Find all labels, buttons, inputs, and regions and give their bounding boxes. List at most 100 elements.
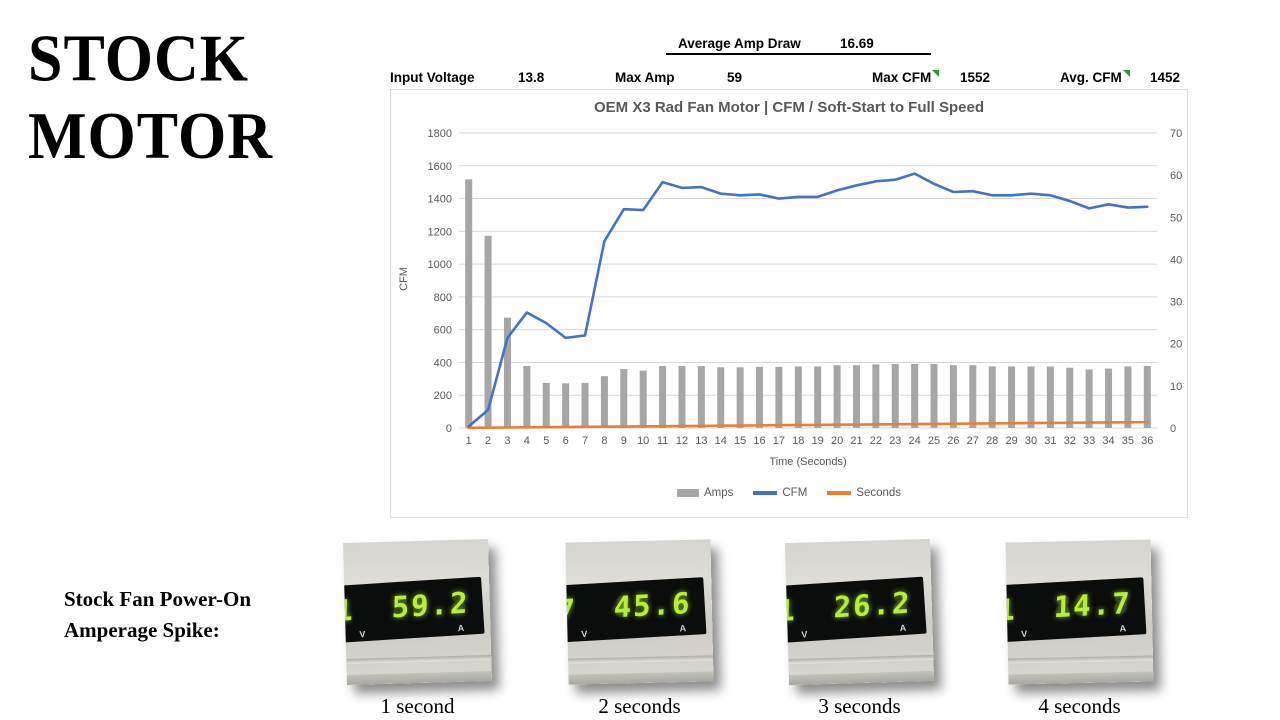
meter-display: 1 88.8 59.2 V A <box>343 576 485 643</box>
svg-text:35: 35 <box>1122 435 1134 447</box>
combo-chart: 0 200 400 600 800 1000 1200 1400 1600 1800 0 10 20 30… <box>428 128 1183 447</box>
amps-bar-swatch-icon <box>676 489 699 497</box>
chart-title: OEM X3 Rad Fan Motor | CFM / Soft-Start … <box>593 99 985 116</box>
svg-text:24: 24 <box>909 435 921 447</box>
page-title-line1: STOCK <box>28 22 249 96</box>
meter-photo-1-second: 1 88.8 59.2 V A 1 second <box>343 539 492 719</box>
svg-text:36: 36 <box>1141 435 1153 447</box>
svg-text:10: 10 <box>1170 381 1182 393</box>
svg-text:10: 10 <box>637 435 649 447</box>
volts-label: V <box>1020 628 1028 640</box>
volts-label: V <box>359 629 366 640</box>
svg-text:30: 30 <box>1025 435 1037 447</box>
chart-legend: Amps CFM Seconds <box>391 487 1187 499</box>
case-groove <box>1007 655 1154 664</box>
power-supply-photo: 7 88.8 45.6 V A <box>565 539 714 685</box>
chart-panel: OEM X3 Rad Fan Motor | CFM / Soft-Start … <box>390 89 1188 518</box>
svg-text:25: 25 <box>928 435 940 447</box>
svg-text:21: 21 <box>850 435 862 447</box>
svg-text:50: 50 <box>1170 212 1182 224</box>
svg-text:13: 13 <box>695 435 707 447</box>
svg-text:70: 70 <box>1170 128 1182 140</box>
seconds-line-swatch-icon <box>827 491 852 495</box>
power-supply-photo: 1 88.8 59.2 V A <box>343 539 492 685</box>
avg-amp-draw-value: 16.69 <box>840 36 874 51</box>
svg-text:31: 31 <box>1044 435 1056 447</box>
meter-display: 1 88.8 26.2 V A <box>784 576 927 643</box>
meter-partial-digit: 1 <box>785 592 796 628</box>
svg-text:1800: 1800 <box>428 128 452 140</box>
photo-caption: 2 seconds <box>598 694 681 718</box>
legend-item-seconds: Seconds <box>827 487 901 499</box>
svg-text:200: 200 <box>434 390 452 402</box>
svg-text:20: 20 <box>1170 339 1182 351</box>
photo-caption: 3 seconds <box>818 694 901 718</box>
meter-reading: 45.6 <box>613 585 693 625</box>
photo-caption: 1 second <box>380 694 455 718</box>
svg-text:22: 22 <box>870 435 882 447</box>
amps-label: A <box>1119 623 1127 634</box>
amps-label: A <box>457 622 465 634</box>
meter-partial-digit: 7 <box>565 592 576 628</box>
meter-partial-digit: 1 <box>1005 592 1016 627</box>
photo-caption: 4 seconds <box>1038 694 1121 718</box>
svg-text:1400: 1400 <box>428 194 452 206</box>
legend-item-amps: Amps <box>676 487 733 499</box>
page-title-line2: MOTOR <box>28 99 273 174</box>
svg-text:6: 6 <box>563 435 569 447</box>
meter-reading: 14.7 <box>1053 585 1133 625</box>
power-supply-photo: 1 88.8 26.2 V A <box>784 538 935 686</box>
svg-text:18: 18 <box>792 435 804 447</box>
svg-text:9: 9 <box>621 435 627 447</box>
svg-text:8: 8 <box>601 435 607 447</box>
meter-reading: 59.2 <box>391 585 471 625</box>
comment-flag-icon <box>932 70 940 77</box>
svg-text:400: 400 <box>434 357 452 369</box>
legend-item-cfm: CFM <box>753 487 807 499</box>
max-amp-label: Max Amp <box>615 70 675 85</box>
svg-text:14: 14 <box>715 435 727 447</box>
svg-text:0: 0 <box>1170 423 1176 435</box>
svg-text:1600: 1600 <box>428 161 452 173</box>
svg-text:60: 60 <box>1170 170 1182 182</box>
y-axis-title: CFM <box>398 267 410 291</box>
svg-text:34: 34 <box>1102 435 1114 447</box>
svg-text:40: 40 <box>1170 254 1182 266</box>
svg-text:23: 23 <box>889 435 901 447</box>
meter-photo-3-seconds: 1 88.8 26.2 V A 3 seconds <box>784 538 935 719</box>
svg-text:20: 20 <box>831 435 843 447</box>
svg-text:5: 5 <box>543 435 549 447</box>
svg-text:0: 0 <box>446 423 452 435</box>
cfm-line-swatch-icon <box>753 491 778 495</box>
svg-text:33: 33 <box>1083 435 1095 447</box>
meter-display: 7 88.8 45.6 V A <box>565 577 707 643</box>
case-groove <box>568 655 714 664</box>
case-edge <box>346 670 492 685</box>
input-voltage-value: 13.8 <box>518 70 545 85</box>
case-groove <box>346 654 492 665</box>
svg-text:26: 26 <box>947 435 959 447</box>
meter-photo-2-seconds: 7 88.8 45.6 V A 2 seconds <box>565 539 714 719</box>
case-edge <box>568 671 714 685</box>
svg-text:12: 12 <box>676 435 688 447</box>
amps-label: A <box>899 622 907 634</box>
volts-label: V <box>580 628 588 640</box>
x-axis-title: Time (Seconds) <box>769 456 847 468</box>
svg-text:17: 17 <box>773 435 785 447</box>
avg-cfm-label: Avg. CFM <box>1060 70 1130 85</box>
power-supply-photo: 1 88.8 14.7 V A <box>1005 539 1154 685</box>
case-edge <box>788 670 935 686</box>
svg-text:7: 7 <box>582 435 588 447</box>
meter-display: 1 88.8 14.7 V A <box>1005 577 1147 642</box>
spike-label: Stock Fan Power-On Amperage Spike: <box>64 587 252 642</box>
svg-text:19: 19 <box>812 435 824 447</box>
svg-text:28: 28 <box>986 435 998 447</box>
svg-text:27: 27 <box>967 435 979 447</box>
svg-text:1000: 1000 <box>428 259 452 271</box>
max-amp-value: 59 <box>727 70 743 85</box>
svg-text:800: 800 <box>434 292 452 304</box>
svg-text:32: 32 <box>1064 435 1076 447</box>
meter-reading: 26.2 <box>833 585 912 625</box>
svg-text:16: 16 <box>753 435 765 447</box>
avg-amp-draw-label: Average Amp Draw <box>678 36 801 51</box>
